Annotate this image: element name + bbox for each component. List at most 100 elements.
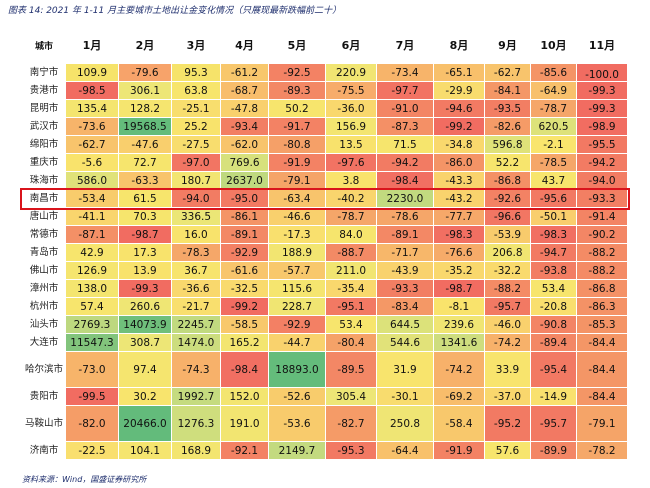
value-cell: -25.1	[171, 99, 221, 118]
value-cell: -84.4	[576, 351, 628, 388]
value-cell: -93.3	[376, 279, 434, 298]
value-cell: 2637.0	[220, 171, 269, 190]
value-cell: 188.9	[268, 243, 326, 262]
value-cell: -97.0	[171, 153, 221, 172]
value-cell: 168.9	[171, 441, 221, 460]
value-cell: 220.9	[325, 63, 377, 82]
value-cell: -47.6	[118, 135, 172, 154]
column-header-month: 6月	[325, 27, 377, 64]
value-cell: 126.9	[65, 261, 119, 280]
value-cell: 1474.0	[171, 333, 221, 352]
value-cell: -69.2	[433, 387, 485, 406]
value-cell: -84.1	[484, 81, 531, 100]
value-cell: -43.2	[433, 189, 485, 208]
value-cell: 250.8	[376, 405, 434, 442]
value-cell: 1276.3	[171, 405, 221, 442]
value-cell: 42.9	[65, 243, 119, 262]
value-cell: -61.2	[220, 63, 269, 82]
header-row: 城市 1月 2月 3月 4月 5月 6月 7月 8月 9月 10月 11月	[22, 27, 628, 64]
value-cell: -91.9	[268, 153, 326, 172]
value-cell: -43.3	[433, 171, 485, 190]
value-cell: -35.2	[433, 261, 485, 280]
value-cell: -78.6	[376, 207, 434, 226]
city-label: 重庆市	[22, 153, 66, 172]
value-cell: -71.7	[376, 243, 434, 262]
value-cell: -92.5	[268, 63, 326, 82]
value-cell: 50.2	[268, 99, 326, 118]
value-cell: -95.1	[325, 297, 377, 316]
value-cell: 2230.0	[376, 189, 434, 208]
value-cell: 308.7	[118, 333, 172, 352]
value-cell: -78.7	[530, 99, 577, 118]
value-cell: -95.0	[220, 189, 269, 208]
value-cell: -99.2	[433, 117, 485, 136]
land-revenue-table: 城市 1月 2月 3月 4月 5月 6月 7月 8月 9月 10月 11月 南宁市 109.9 -79.6…	[22, 27, 628, 460]
value-cell: 138.0	[65, 279, 119, 298]
column-header-city: 城市	[22, 27, 66, 64]
value-cell: 336.5	[171, 207, 221, 226]
value-cell: -30.1	[376, 387, 434, 406]
city-label: 常德市	[22, 225, 66, 244]
value-cell: 769.6	[220, 153, 269, 172]
value-cell: 596.8	[484, 135, 531, 154]
value-cell: 20466.0	[118, 405, 172, 442]
value-cell: -20.8	[530, 297, 577, 316]
value-cell: -46.6	[268, 207, 326, 226]
value-cell: -80.8	[268, 135, 326, 154]
value-cell: -74.3	[171, 351, 221, 388]
value-cell: -93.3	[576, 189, 628, 208]
value-cell: -98.4	[220, 351, 269, 388]
value-cell: -64.4	[376, 441, 434, 460]
value-cell: 206.8	[484, 243, 531, 262]
value-cell: 135.4	[65, 99, 119, 118]
value-cell: 19568.5	[118, 117, 172, 136]
value-cell: -78.2	[576, 441, 628, 460]
value-cell: -96.6	[484, 207, 531, 226]
value-cell: -99.2	[220, 297, 269, 316]
value-cell: -91.7	[268, 117, 326, 136]
value-cell: 586.0	[65, 171, 119, 190]
value-cell: -58.4	[433, 405, 485, 442]
table-row: 汕头市 2769.3 14073.9 2245.7 -58.5 -92.9 53.4 644.…	[22, 315, 628, 334]
value-cell: -74.2	[433, 351, 485, 388]
value-cell: -86.3	[576, 297, 628, 316]
city-label: 南昌市	[22, 189, 66, 208]
value-cell: 43.7	[530, 171, 577, 190]
table-row: 绵阳市 -62.7 -47.6 -27.5 -62.0 -80.8 13.5 71.5 -34.…	[22, 135, 628, 154]
table-row: 贵阳市 -99.5 30.2 1992.7 152.0 -52.6 305.4 -30.1 -6…	[22, 387, 628, 406]
value-cell: 228.7	[268, 297, 326, 316]
city-label: 哈尔滨市	[22, 351, 66, 388]
value-cell: -89.1	[220, 225, 269, 244]
value-cell: 2149.7	[268, 441, 326, 460]
value-cell: -77.7	[433, 207, 485, 226]
value-cell: -98.3	[530, 225, 577, 244]
column-header-month: 3月	[171, 27, 221, 64]
value-cell: -86.8	[576, 279, 628, 298]
value-cell: 84.0	[325, 225, 377, 244]
value-cell: -98.7	[118, 225, 172, 244]
value-cell: -53.9	[484, 225, 531, 244]
value-cell: -79.1	[268, 171, 326, 190]
table-row: 南昌市 -53.4 61.5 -94.0 -95.0 -63.4 -40.2 2230.0 -4…	[22, 189, 628, 208]
table-row: 昆明市 135.4 128.2 -25.1 -47.8 50.2 -36.0 -91.0 -94…	[22, 99, 628, 118]
city-label: 珠海市	[22, 171, 66, 190]
table-body: 南宁市 109.9 -79.6 95.3 -61.2 -92.5 220.9 -73.4 -65…	[22, 63, 628, 460]
value-cell: -97.7	[376, 81, 434, 100]
value-cell: -36.6	[171, 279, 221, 298]
value-cell: 63.8	[171, 81, 221, 100]
value-cell: -35.4	[325, 279, 377, 298]
value-cell: -83.4	[376, 297, 434, 316]
value-cell: -99.3	[576, 99, 628, 118]
value-cell: -95.4	[530, 351, 577, 388]
value-cell: -88.2	[484, 279, 531, 298]
value-cell: -88.2	[576, 243, 628, 262]
value-cell: -32.5	[220, 279, 269, 298]
value-cell: 97.4	[118, 351, 172, 388]
city-label: 佛山市	[22, 261, 66, 280]
value-cell: 31.9	[376, 351, 434, 388]
value-cell: -84.4	[576, 387, 628, 406]
value-cell: 52.2	[484, 153, 531, 172]
value-cell: -94.0	[171, 189, 221, 208]
value-cell: -40.2	[325, 189, 377, 208]
value-cell: 260.6	[118, 297, 172, 316]
